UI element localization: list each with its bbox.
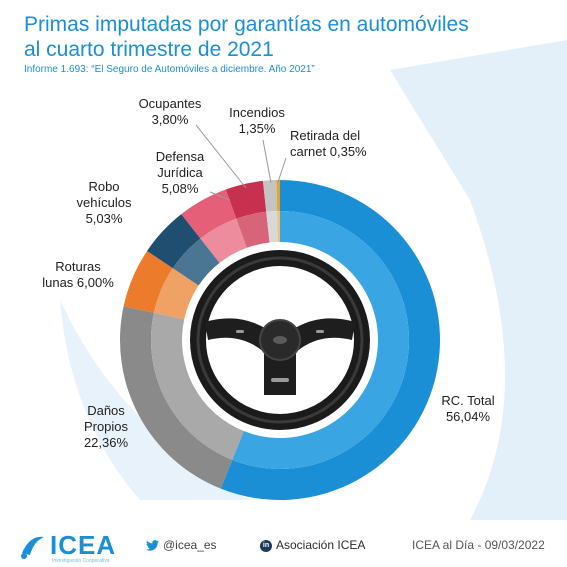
logo-text: ICEA (50, 530, 117, 560)
slice-inner-rc-total (232, 211, 409, 469)
chart-subtitle: Informe 1.693: “El Seguro de Automóviles… (24, 64, 315, 75)
slice-outer-defensa-jurídica (181, 189, 237, 239)
twitter-link[interactable]: @icea_es (146, 538, 217, 552)
slice-label-ocupantes: Ocupantes 3,80% (139, 96, 202, 127)
slice-inner-defensa-jurídica (200, 218, 247, 263)
slice-inner-ocupantes (236, 211, 270, 248)
slice-inner-retirada-del-carnet (277, 211, 280, 243)
linkedin-icon: in (260, 539, 272, 552)
footer: ICEA Investigación Cooperativa @icea_es … (0, 518, 567, 567)
icea-logo[interactable]: ICEA Investigación Cooperativa (18, 528, 138, 564)
slice-outer-roturas-lunas (123, 250, 173, 313)
leader-line-ocupantes (195, 124, 247, 189)
slice-outer-ocupantes (225, 180, 267, 219)
chart-title: Primas imputadas por garantías en automó… (24, 12, 544, 62)
leader-lines (195, 124, 287, 201)
slice-inner-roturas-lunas (153, 268, 199, 320)
slice-inner-daños-propios (150, 312, 244, 460)
slice-outer-robo-vehículos (147, 214, 201, 269)
slice-outer-incendios (262, 180, 278, 212)
slice-labels: RC. Total 56,04% Daños Propios 22,36% Roturas… (42, 96, 495, 450)
slice-inner-robo-vehículos (172, 238, 220, 286)
leader-line-defensa-jurídica (209, 191, 231, 201)
slice-label-daños-propios: Daños Propios 22,36% (84, 403, 129, 450)
slice-label-defensa-jurídica: Defensa Jurídica 5,08% (156, 149, 205, 196)
twitter-handle: @icea_es (163, 538, 217, 552)
icea-logo-icon (21, 536, 44, 559)
steering-wheel-image (190, 250, 370, 430)
inner-ring (150, 211, 409, 469)
chart-title-line-1: Primas imputadas por garantías en automó… (24, 13, 469, 36)
linkedin-link[interactable]: in Asociación ICEA (260, 538, 365, 552)
slice-label-retirada-del-carnet: Retirada del carnet 0,35% (290, 128, 367, 159)
outer-ring (120, 180, 441, 501)
leader-line-retirada-del-carnet (277, 157, 287, 183)
slice-label-roturas-lunas: Roturas lunas 6,00% (42, 259, 114, 290)
chart-title-line-2: al cuarto trimestre de 2021 (24, 38, 274, 61)
publication-date: ICEA al Día - 09/03/2022 (412, 538, 545, 552)
slice-inner-incendios (266, 211, 278, 243)
leader-line-incendios (262, 139, 272, 184)
twitter-bird-icon (146, 540, 159, 551)
slice-outer-rc-total (220, 180, 441, 501)
linkedin-name: Asociación ICEA (276, 538, 366, 552)
slice-label-incendios: Incendios 1,35% (229, 105, 285, 136)
logo-tagline: Investigación Cooperativa (52, 558, 110, 564)
slice-label-robo-vehículos: Robo vehículos 5,03% (77, 179, 132, 226)
slice-label-rc-total: RC. Total 56,04% (441, 393, 494, 424)
slice-outer-daños-propios (120, 306, 233, 489)
slice-outer-retirada-del-carnet (276, 180, 280, 212)
